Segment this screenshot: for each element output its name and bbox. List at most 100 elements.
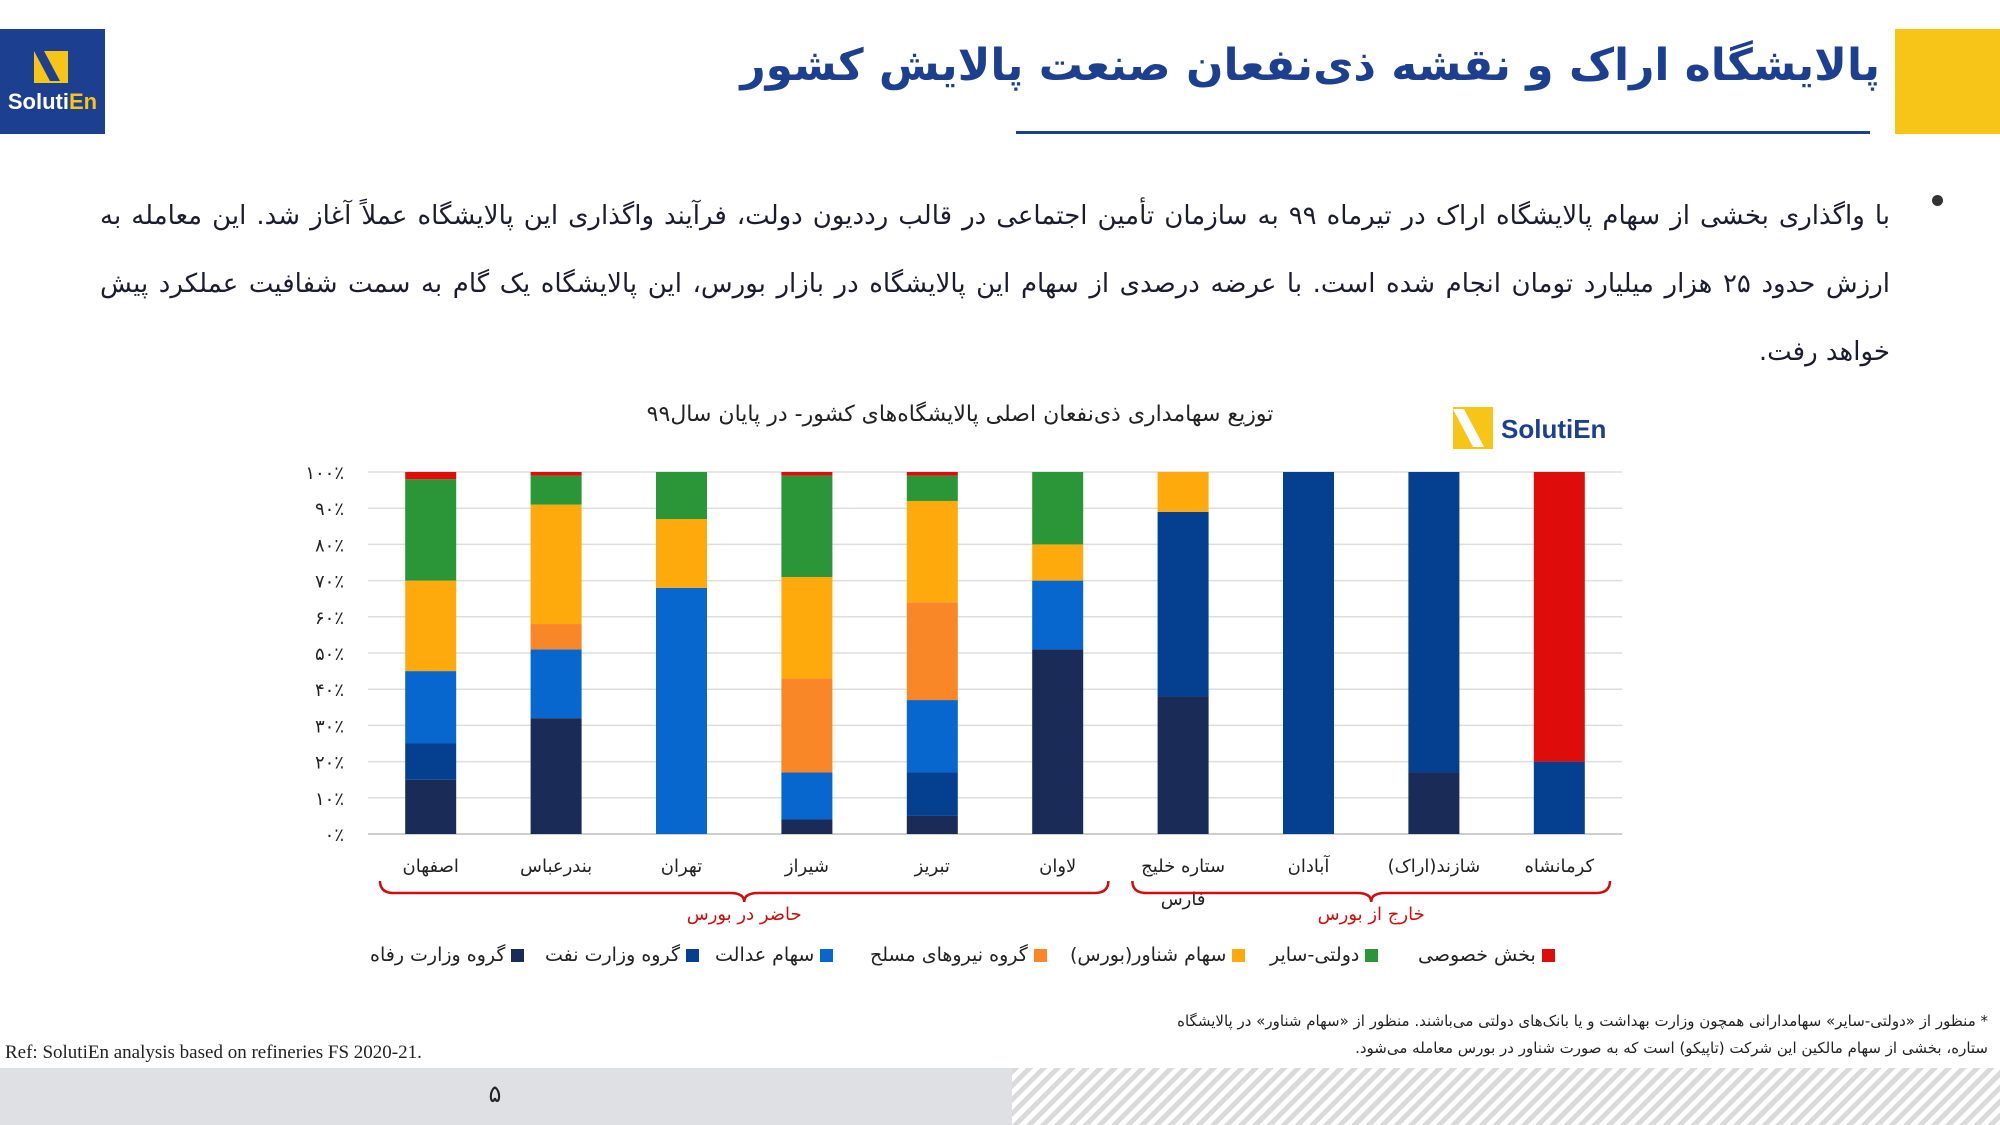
legend-label: سهام عدالت [715,944,815,966]
x-tick-label: شیراز [784,856,829,877]
x-tick-label: بندرعباس [520,856,592,877]
bar-segment [656,587,707,834]
group-brace [1131,880,1612,903]
bar-segment [405,671,457,744]
x-tick-label: شازند(اراک) [1388,856,1481,877]
x-tick-label: آبادان [1288,854,1331,877]
group-brace [378,880,1110,903]
legend-label: گروه وزارت رفاه [370,944,506,966]
bar-segment [405,743,457,780]
bar-segment [1032,580,1084,650]
bar-segment [781,475,833,577]
bar-segment [781,576,833,679]
legend-item: گروه نیروهای مسلح [870,944,1047,966]
logo-text-b: En [68,89,98,114]
y-tick-label: ۴۰٪ [315,680,344,701]
legend-swatch [1541,949,1555,962]
logo-text: SolutiEn [0,89,105,115]
bar-segment [405,479,457,581]
y-tick-label: ۷۰٪ [315,572,344,593]
bar-segment [1032,544,1084,581]
footnote: * منظور از «دولتی-سایر» سهامدارانی همچون… [1177,1012,1988,1057]
bar-segment [781,819,833,834]
legend-item: بخش خصوصی [1418,944,1555,966]
group-label: حاضر در بورس [687,904,802,925]
bar-segment [906,602,958,701]
bar-segment [1157,472,1209,512]
bar-segment [1283,472,1334,834]
bar-segment [530,504,582,625]
bar-segment [530,472,582,476]
bar-segment [906,472,958,476]
bar-segment [781,472,833,476]
y-tick-label: ۶۰٪ [315,608,344,629]
legend-swatch [820,949,834,962]
x-tick-label: کرمانشاه [1524,856,1594,877]
logo-text-a: Soluti [7,89,69,114]
bar-segment [530,475,582,505]
x-tick-label: تبریز [914,856,950,877]
y-tick-label: ۳۰٪ [315,716,344,737]
legend-label: گروه وزارت نفت [545,944,680,966]
bar-segment [1408,472,1460,773]
reference-text: Ref: SolutiEn analysis based on refineri… [5,1042,422,1063]
y-tick-label: ۱۰٪ [315,789,344,810]
bar-segment [781,678,833,773]
legend-item: گروه وزارت رفاه [370,944,525,966]
bar-segment [781,772,833,820]
page-number: ۵ [488,1080,502,1108]
bar-segment [656,472,707,520]
chart-brand-text: SolutiEn [1501,414,1607,444]
y-tick-label: ۲۰٪ [315,753,344,774]
legend-swatch [1033,949,1047,962]
legend-swatch [511,949,525,962]
bar-segment [906,500,958,603]
legend-swatch [1232,949,1246,962]
bar-segment [906,475,958,501]
bar-segment [530,624,582,650]
bar-segment [1533,472,1585,762]
group-label: خارج از بورس [1318,904,1425,925]
legend-item: سهام عدالت [715,944,834,966]
chart-brand-mark-icon [1453,407,1493,449]
chart-brand-logo: SolutiEn [1453,407,1613,451]
bar-segment [656,519,707,588]
legend-item: گروه وزارت نفت [545,944,699,966]
bar-segment [405,472,457,480]
footer-bar [0,1068,1012,1125]
bar-segment [1157,696,1209,834]
x-tick-label: تهران [661,856,702,877]
chart-legend: گروه وزارت رفاه گروه وزارت نفت سهام عدالت گ… [370,944,1570,974]
bar-segment [405,779,457,834]
bar-segment [1533,761,1585,834]
bar-segment [530,649,582,719]
header-accent-block [1895,29,2000,134]
legend-label: گروه نیروهای مسلح [870,944,1028,966]
footer-hatch-pattern [1012,1068,2000,1125]
legend-label: سهام شناور(بورس) [1070,944,1227,966]
legend-label: بخش خصوصی [1418,944,1536,966]
bar-segment [1157,511,1209,697]
legend-swatch [686,949,699,962]
y-tick-label: ۸۰٪ [315,535,344,556]
bar-segment [1032,472,1084,545]
title-underline [1016,131,1870,134]
bar-segment [405,580,457,672]
x-tick-label: لاوان [1039,856,1076,877]
page-title: پالایشگاه اراک و نقشه ذی‌نفعان صنعت پالا… [740,40,1880,91]
bullet-icon [1932,195,1943,206]
chart-title: توزیع سهامداری ذی‌نفعان اصلی پالایشگاه‌ه… [646,402,1274,427]
body-paragraph: با واگذاری بخشی از سهام پالایشگاه اراک د… [100,201,1890,367]
bar-segment [906,772,958,816]
legend-label: دولتی-سایر [1270,944,1360,966]
bar-segment [1032,649,1084,834]
y-tick-label: ۵۰٪ [315,644,344,665]
x-tick-label: اصفهان [403,856,459,877]
bar-segment [906,815,958,834]
bar-segment [906,700,958,773]
y-tick-label: ۱۰۰٪ [305,463,344,484]
legend-swatch [1365,949,1379,962]
logo-mark-icon [34,51,68,83]
y-tick-label: ۹۰٪ [315,499,344,520]
